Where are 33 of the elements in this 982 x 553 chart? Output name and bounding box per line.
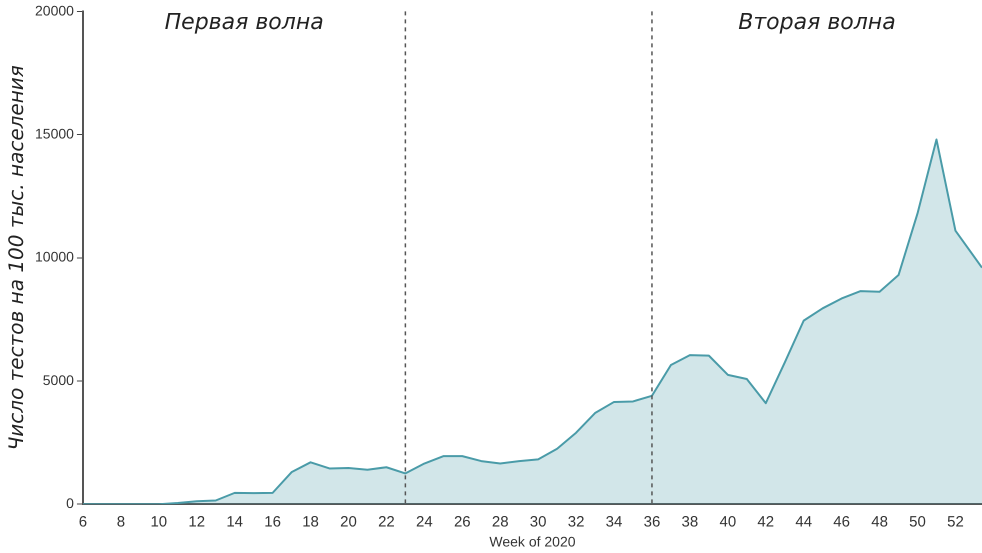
x-tick-label: 28 — [492, 513, 509, 530]
x-axis-title: Week of 2020 — [489, 533, 576, 550]
x-tick-label: 6 — [78, 513, 88, 530]
x-tick-label: 38 — [682, 513, 698, 530]
x-tick-label: 16 — [264, 513, 281, 530]
x-tick-label: 32 — [568, 513, 584, 530]
x-tick-label: 20 — [340, 513, 357, 530]
y-tick-label: 0 — [66, 495, 74, 512]
x-tick-label: 44 — [795, 513, 812, 530]
x-tick-label: 36 — [644, 513, 660, 530]
x-tick-label: 30 — [530, 513, 546, 530]
annotation: Первая волна — [164, 10, 324, 36]
x-tick-label: 52 — [947, 513, 964, 530]
x-tick-label: 18 — [302, 513, 319, 530]
x-tick-label: 24 — [416, 513, 433, 530]
x-tick-label: 12 — [188, 513, 206, 530]
x-tick-label: 50 — [909, 513, 926, 530]
y-tick-label: 10000 — [34, 248, 74, 265]
x-tick-label: 22 — [378, 513, 395, 530]
x-tick-label: 26 — [454, 513, 471, 530]
y-tick-label: 20000 — [34, 2, 74, 18]
x-tick-label: 48 — [871, 513, 888, 530]
x-tick-label: 10 — [150, 513, 168, 530]
x-tick-label: 34 — [606, 513, 622, 530]
annotation: Вторая волна — [738, 10, 896, 36]
y-axis-title: Число тестов на 100 тыс. населения — [4, 65, 28, 450]
y-tick-label: 5000 — [42, 372, 74, 388]
y-tick-label: 15000 — [34, 125, 74, 142]
x-tick-label: 40 — [719, 513, 736, 530]
x-tick-label: 42 — [757, 513, 774, 530]
x-tick-label: 46 — [833, 513, 850, 530]
x-tick-label: 8 — [116, 513, 126, 530]
x-tick-label: 14 — [226, 513, 244, 530]
